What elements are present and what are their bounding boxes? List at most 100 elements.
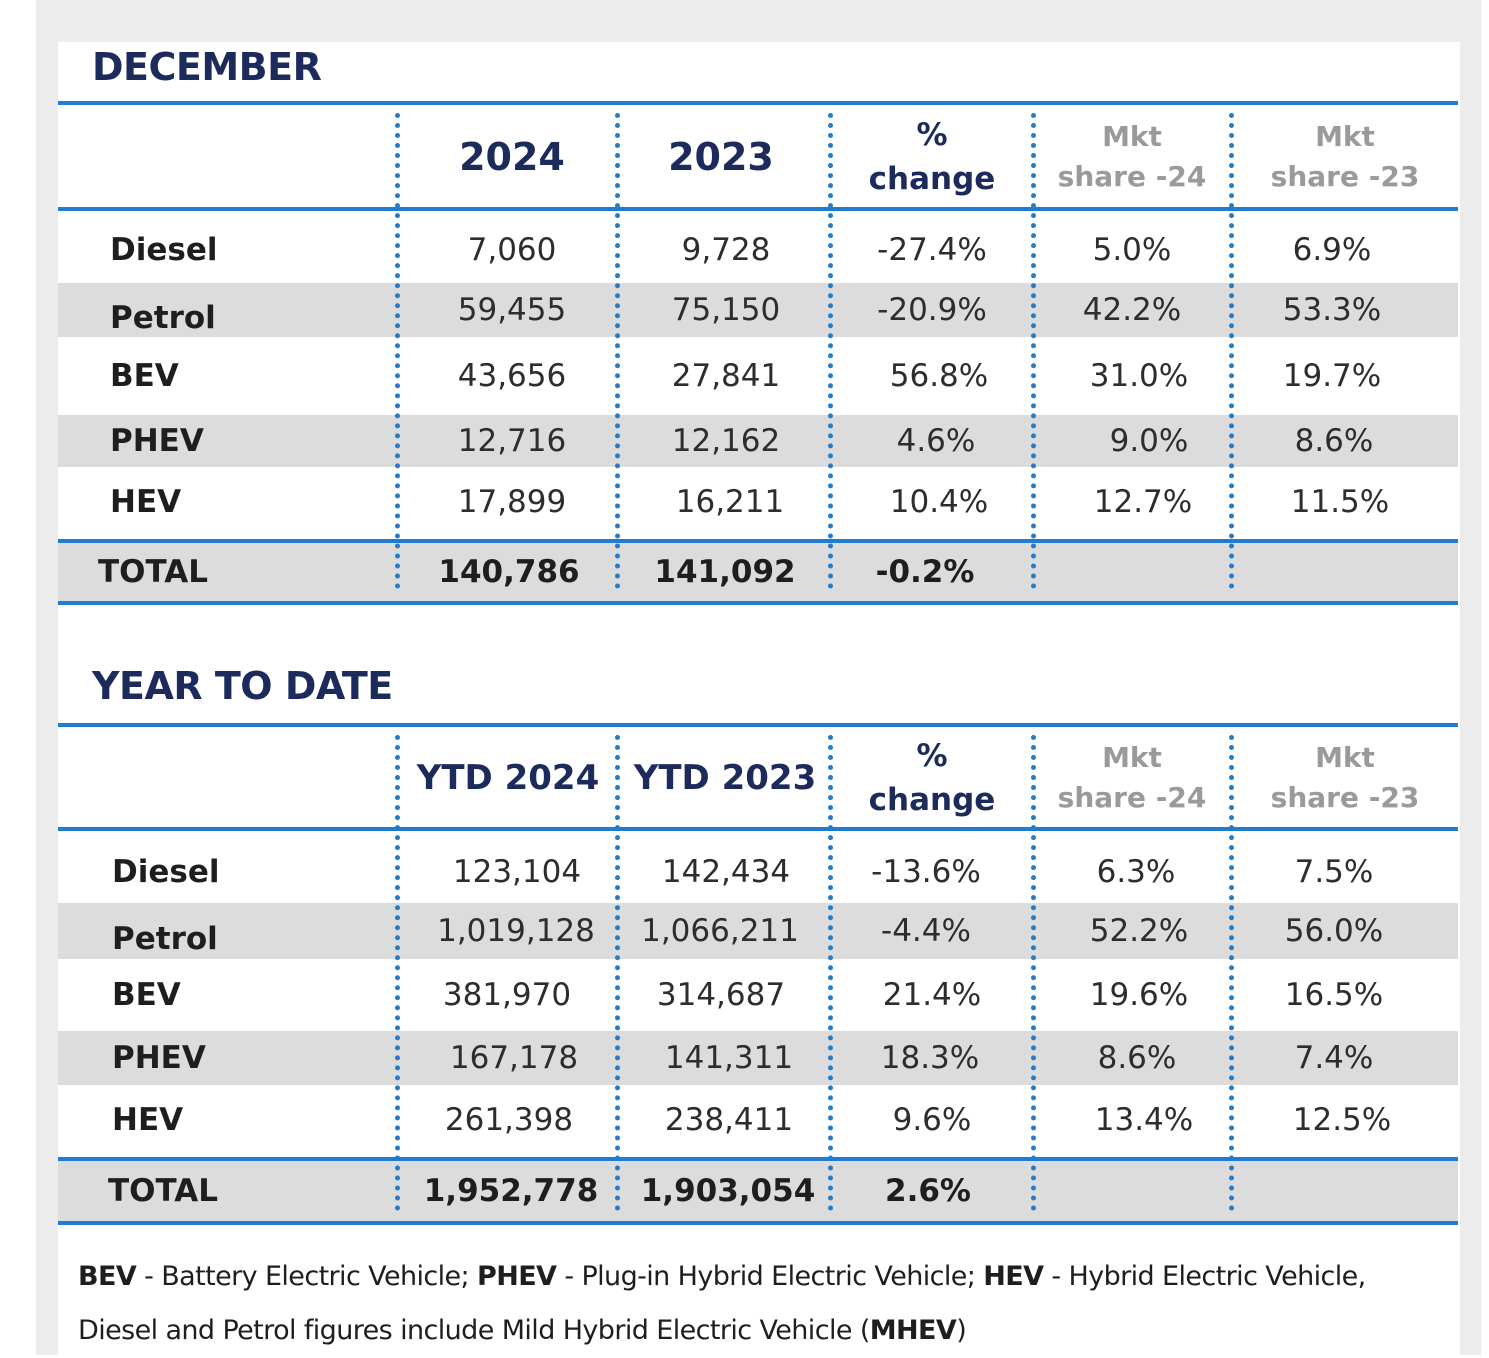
footnote-bev-abbr: BEV xyxy=(78,1261,137,1292)
cell-mkt-share-24: 8.6% xyxy=(1097,1040,1177,1076)
total-pct-change: 2.6% xyxy=(885,1173,971,1209)
cell-pct-change: -27.4% xyxy=(877,232,987,268)
table-row: HEV 261,398 238,411 9.6% 13.4% 12.5% xyxy=(58,1085,1458,1155)
column-header-2024: 2024 xyxy=(459,135,565,179)
row-label: BEV xyxy=(110,358,179,394)
column-header-2023: 2023 xyxy=(668,135,774,179)
cell-mkt-share-23: 19.7% xyxy=(1282,358,1382,394)
footnote-hev-definition: - Hybrid Electric Vehicle, xyxy=(1043,1261,1366,1292)
cell-2023: 27,841 xyxy=(671,358,781,394)
cell-2024: 43,656 xyxy=(457,358,567,394)
column-divider xyxy=(1229,113,1234,589)
table-bottom-rule xyxy=(58,1221,1458,1225)
table-total-row: TOTAL 1,952,778 1,903,054 2.6% xyxy=(58,1161,1458,1221)
table-row: Petrol 1,019,128 1,066,211 -4.4% 52.2% 5… xyxy=(58,903,1458,959)
column-header-mkt-share-24: Mkt share -24 xyxy=(1057,741,1207,814)
ytd-title: YEAR TO DATE xyxy=(92,664,393,708)
table-header-row: YTD 2024 YTD 2023 % change Mkt share -24… xyxy=(58,727,1458,829)
table-row: Petrol 59,455 75,150 -20.9% 42.2% 53.3% xyxy=(58,283,1458,337)
december-title: DECEMBER xyxy=(92,45,322,89)
header-rule xyxy=(58,827,1458,831)
content-card xyxy=(58,42,1460,1355)
table-top-rule xyxy=(58,101,1458,105)
cell-2024: 17,899 xyxy=(457,484,567,520)
column-header-mkt-share-23: Mkt share -23 xyxy=(1270,120,1420,193)
column-divider xyxy=(1031,113,1036,589)
cell-2023: 16,211 xyxy=(675,484,785,520)
table-row: Diesel 123,104 142,434 -13.6% 6.3% 7.5% xyxy=(58,841,1458,903)
table-total-row: TOTAL 140,786 141,092 -0.2% xyxy=(58,543,1458,601)
cell-mkt-share-23: 7.4% xyxy=(1294,1040,1374,1076)
footnote-phev-definition: - Plug-in Hybrid Electric Vehicle; xyxy=(556,1261,984,1292)
total-2024: 140,786 xyxy=(438,554,580,590)
column-divider xyxy=(395,735,400,1211)
row-label: BEV xyxy=(112,977,181,1013)
header-rule xyxy=(58,207,1458,211)
column-divider xyxy=(615,113,620,589)
cell-2023: 75,150 xyxy=(671,292,781,328)
cell-mkt-share-24: 6.3% xyxy=(1096,854,1176,890)
cell-mkt-share-24: 13.4% xyxy=(1094,1102,1194,1138)
footnote: BEV - Battery Electric Vehicle; PHEV - P… xyxy=(78,1250,1448,1358)
table-row: PHEV 167,178 141,311 18.3% 8.6% 7.4% xyxy=(58,1031,1458,1085)
cell-mkt-share-24: 42.2% xyxy=(1082,292,1182,328)
total-ytd-2023: 1,903,054 xyxy=(640,1173,816,1209)
footnote-phev-abbr: PHEV xyxy=(477,1261,557,1292)
cell-ytd-2023: 1,066,211 xyxy=(641,913,799,949)
row-label: PHEV xyxy=(110,423,204,459)
total-ytd-2024: 1,952,778 xyxy=(423,1173,599,1209)
column-header-pct-change: % change xyxy=(868,117,996,197)
row-label: HEV xyxy=(110,484,182,520)
column-header-pct-change: % change xyxy=(868,738,996,818)
footnote-close-paren: ) xyxy=(956,1315,967,1346)
cell-pct-change: -13.6% xyxy=(871,854,981,890)
cell-pct-change: 4.6% xyxy=(896,423,976,459)
december-table: 2024 2023 % change Mkt share -24 Mkt sha… xyxy=(58,101,1458,605)
column-divider xyxy=(615,735,620,1211)
table-row: HEV 17,899 16,211 10.4% 12.7% 11.5% xyxy=(58,467,1458,537)
cell-mkt-share-23: 16.5% xyxy=(1284,977,1384,1013)
cell-pct-change: 10.4% xyxy=(889,484,989,520)
table-row: PHEV 12,716 12,162 4.6% 9.0% 8.6% xyxy=(58,415,1458,467)
cell-mkt-share-24: 5.0% xyxy=(1092,232,1172,268)
cell-mkt-share-23: 53.3% xyxy=(1282,292,1382,328)
cell-2024: 7,060 xyxy=(467,232,557,268)
cell-pct-change: -4.4% xyxy=(881,913,971,949)
cell-ytd-2024: 1,019,128 xyxy=(437,913,595,949)
cell-mkt-share-24: 52.2% xyxy=(1089,913,1189,949)
cell-ytd-2024: 167,178 xyxy=(449,1040,579,1076)
table-header-row: 2024 2023 % change Mkt share -24 Mkt sha… xyxy=(58,105,1458,209)
cell-ytd-2023: 314,687 xyxy=(656,977,786,1013)
cell-ytd-2023: 238,411 xyxy=(664,1102,794,1138)
column-divider xyxy=(1031,735,1036,1211)
ytd-table: YTD 2024 YTD 2023 % change Mkt share -24… xyxy=(58,723,1458,1227)
total-top-rule xyxy=(58,539,1458,543)
table-row: BEV 381,970 314,687 21.4% 19.6% 16.5% xyxy=(58,959,1458,1031)
row-label: Diesel xyxy=(112,854,220,890)
cell-2023: 12,162 xyxy=(671,423,781,459)
total-label: TOTAL xyxy=(98,554,208,590)
cell-pct-change: -20.9% xyxy=(877,292,987,328)
column-divider xyxy=(1229,735,1234,1211)
row-label: Petrol xyxy=(112,921,218,957)
cell-mkt-share-24: 31.0% xyxy=(1089,358,1189,394)
total-top-rule xyxy=(58,1157,1458,1161)
cell-mkt-share-24: 19.6% xyxy=(1089,977,1189,1013)
cell-ytd-2024: 381,970 xyxy=(442,977,572,1013)
cell-pct-change: 21.4% xyxy=(882,977,982,1013)
cell-mkt-share-24: 9.0% xyxy=(1109,423,1189,459)
cell-ytd-2024: 261,398 xyxy=(444,1102,574,1138)
column-header-mkt-share-23: Mkt share -23 xyxy=(1270,741,1420,814)
cell-mkt-share-23: 11.5% xyxy=(1290,484,1390,520)
total-2023: 141,092 xyxy=(654,554,796,590)
table-row: Diesel 7,060 9,728 -27.4% 5.0% 6.9% xyxy=(58,217,1458,283)
cell-mkt-share-23: 12.5% xyxy=(1292,1102,1392,1138)
column-header-mkt-share-24: Mkt share -24 xyxy=(1057,120,1207,193)
total-label: TOTAL xyxy=(108,1173,218,1209)
cell-ytd-2023: 142,434 xyxy=(661,854,791,890)
column-divider xyxy=(395,113,400,589)
cell-2023: 9,728 xyxy=(681,232,771,268)
footnote-hev-abbr: HEV xyxy=(983,1261,1044,1292)
cell-ytd-2023: 141,311 xyxy=(664,1040,794,1076)
cell-2024: 59,455 xyxy=(457,292,567,328)
